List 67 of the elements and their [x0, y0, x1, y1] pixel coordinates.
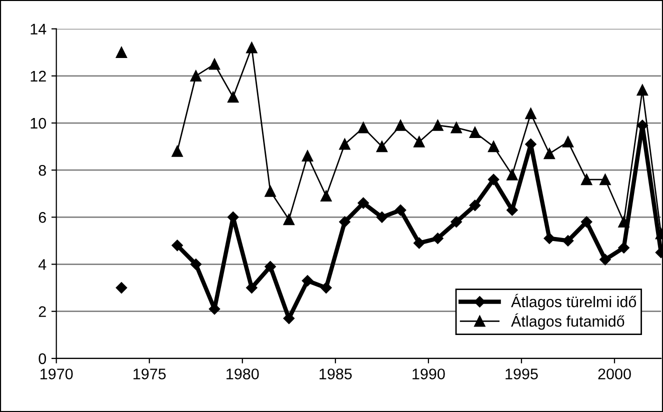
y-tick-label: 4 — [38, 259, 46, 270]
point — [246, 42, 258, 54]
y-tick-label: 14 — [30, 24, 46, 34]
point — [414, 136, 425, 148]
point — [264, 261, 276, 272]
point — [116, 46, 128, 58]
point — [339, 138, 350, 150]
point — [246, 282, 258, 294]
point — [172, 240, 183, 252]
point — [358, 122, 369, 134]
x-tick-label: 1980 — [226, 368, 259, 380]
point — [600, 254, 611, 266]
legend-label: Átlagos türelmi idő — [511, 294, 636, 310]
point — [562, 136, 574, 148]
point — [488, 174, 500, 186]
point — [544, 148, 555, 160]
point — [469, 126, 481, 138]
point — [636, 84, 648, 96]
x-tick-label: 1975 — [134, 368, 166, 380]
point — [190, 258, 202, 270]
point — [525, 108, 536, 120]
y-tick-label: 0 — [38, 353, 46, 364]
point — [302, 150, 314, 162]
point — [394, 204, 406, 216]
point — [116, 282, 128, 294]
y-tick-label: 10 — [30, 118, 46, 129]
point — [208, 58, 220, 70]
x-tick-label: 1970 — [40, 368, 73, 380]
point — [506, 204, 518, 216]
point — [172, 146, 183, 157]
point — [618, 216, 630, 228]
x-tick-label: 2000 — [598, 368, 631, 380]
point — [450, 216, 462, 228]
x-tick-label: 1990 — [412, 368, 445, 380]
x-tick-label: 1995 — [506, 368, 538, 380]
point — [376, 141, 388, 152]
point — [488, 141, 500, 152]
point — [581, 174, 592, 186]
point — [600, 174, 611, 186]
y-tick-label: 2 — [38, 306, 46, 317]
point — [506, 169, 518, 180]
point — [320, 190, 332, 202]
y-tick-label: 6 — [38, 212, 46, 223]
point — [320, 282, 332, 294]
point — [450, 122, 462, 134]
point — [618, 242, 630, 254]
point — [544, 232, 555, 244]
point — [264, 186, 276, 197]
point — [432, 120, 444, 131]
point — [432, 232, 444, 244]
point — [190, 70, 202, 82]
x-tick-label: 1985 — [320, 368, 352, 380]
y-tick-label: 8 — [38, 164, 46, 176]
point — [580, 216, 592, 228]
point — [394, 120, 406, 131]
point — [358, 197, 369, 209]
point — [283, 312, 295, 324]
point — [469, 200, 481, 212]
legend-label: Átlagos futamidő — [511, 313, 624, 330]
y-tick-label: 12 — [30, 70, 46, 82]
point — [562, 235, 574, 246]
point — [339, 216, 350, 228]
point — [414, 237, 425, 249]
point — [376, 212, 388, 223]
point — [302, 275, 314, 286]
point — [228, 92, 239, 103]
point — [283, 214, 294, 226]
